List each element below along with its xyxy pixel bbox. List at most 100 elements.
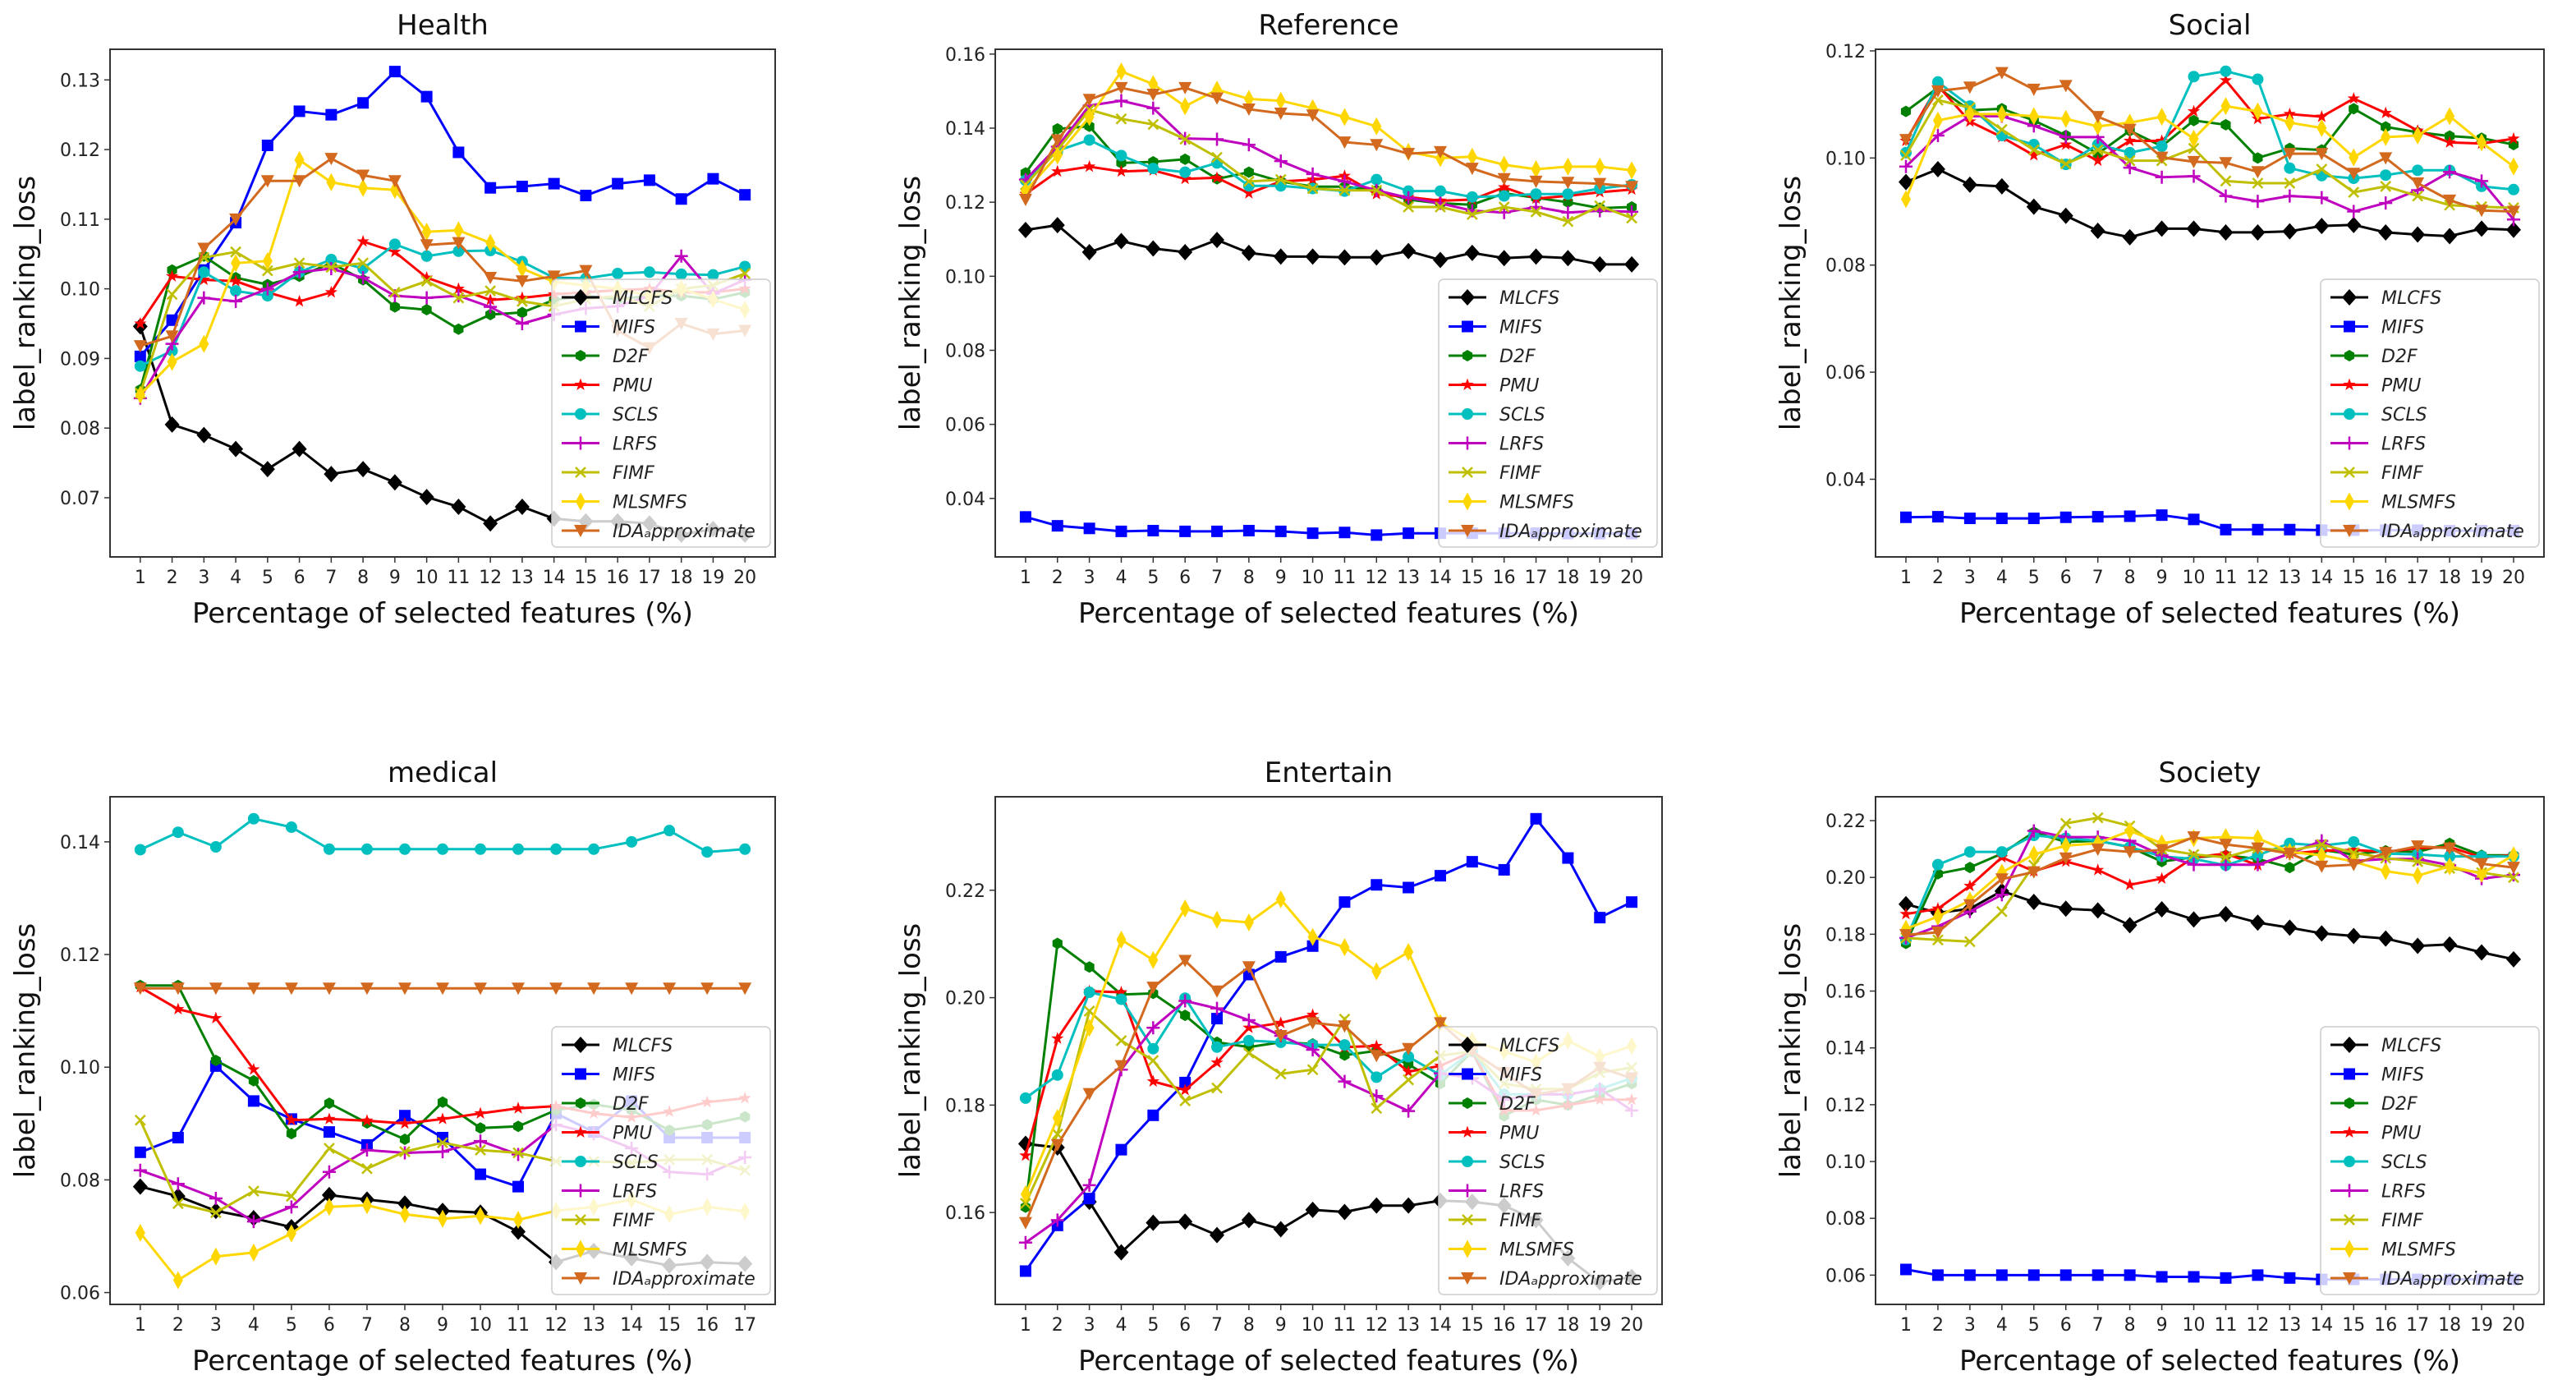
data-point-lrfs: [1561, 205, 1575, 219]
data-point-mlsmfs: [324, 1198, 334, 1217]
legend-marker-scls: [575, 408, 586, 420]
data-point-mifs: [1594, 912, 1606, 924]
legend-marker-fimf: [2344, 1214, 2355, 1226]
chart-panel-social: Social Percentage of selected features (%…: [1775, 9, 2545, 630]
legend-label: SCLS: [2381, 405, 2427, 425]
legend-label: MLSMFS: [1499, 1240, 1574, 1261]
data-point-idaₐpproximate: [512, 982, 526, 996]
x-tick-label: 8: [2124, 1315, 2136, 1336]
x-tick-label: 8: [399, 1315, 411, 1336]
data-point-idaₐpproximate: [1210, 985, 1224, 998]
legend-marker-fimf: [1462, 1214, 1473, 1226]
legend-label: SCLS: [2381, 1152, 2427, 1173]
data-point-mifs: [1115, 525, 1127, 537]
series-scls-health: [134, 238, 751, 372]
x-tick-label: 19: [2470, 568, 2493, 588]
data-point-mlsmfs: [1052, 146, 1063, 165]
data-point-fimf: [1403, 1074, 1415, 1086]
data-point-mlcfs: [1114, 1244, 1129, 1261]
data-point-mlsmfs: [2381, 127, 2391, 146]
data-point-mlcfs: [1337, 1203, 1352, 1221]
data-point-mlcfs: [2026, 198, 2041, 215]
data-point-fimf: [361, 1162, 373, 1175]
data-point-idaₐpproximate: [1931, 85, 1945, 98]
legend-label: LRFS: [1499, 1182, 1544, 1203]
x-tick-label: 12: [1365, 568, 1388, 588]
data-point-lrfs: [420, 291, 434, 305]
data-point-fimf: [325, 261, 337, 274]
data-point-mlcfs: [2218, 905, 2234, 922]
data-point-pmu: [360, 1114, 374, 1126]
data-point-mlsmfs: [1563, 157, 1573, 176]
data-point-fimf: [452, 292, 465, 304]
data-point-pmu: [2187, 104, 2201, 117]
data-point-scls: [437, 843, 448, 855]
data-point-d2f: [475, 1122, 486, 1134]
legend-label: MLCFS: [1499, 1036, 1559, 1056]
data-point-idaₐpproximate: [1370, 1050, 1384, 1063]
data-point-mlcfs: [1624, 255, 1640, 273]
legend-marker-scls: [575, 1156, 586, 1167]
series-idaₐpproximate-social: [1899, 67, 2520, 218]
legend-box: [1438, 1026, 1658, 1295]
data-point-idaₐpproximate: [1018, 194, 1032, 207]
data-point-idaₐpproximate: [165, 330, 179, 343]
data-point-idaₐpproximate: [1146, 982, 1160, 995]
data-point-idaₐpproximate: [587, 982, 601, 996]
data-point-mifs: [452, 146, 465, 159]
data-point-scls: [388, 238, 401, 251]
x-tick-label: 12: [2246, 1315, 2269, 1336]
data-point-idaₐpproximate: [2283, 848, 2297, 861]
legend-marker-scls: [2344, 1156, 2355, 1167]
data-point-mlcfs: [1592, 255, 1608, 273]
data-point-mlcfs: [2154, 900, 2170, 918]
data-point-scls: [172, 826, 184, 839]
data-point-mlsmfs: [1052, 1109, 1063, 1128]
series-idaₐpproximate-reference: [1018, 81, 1639, 207]
data-point-mlcfs: [2250, 914, 2266, 931]
legend-label: MIFS: [613, 318, 655, 338]
x-tick-label: 10: [2183, 568, 2206, 588]
legend-label: MIFS: [1499, 318, 1542, 338]
data-point-fimf: [1498, 201, 1510, 213]
series-pmu-social: [1899, 73, 2520, 167]
data-point-lrfs: [2411, 852, 2425, 866]
data-point-mlsmfs: [231, 254, 241, 273]
y-tick-label: 0.10: [60, 280, 100, 301]
data-point-fimf: [2124, 154, 2136, 167]
x-tick-label: 17: [638, 568, 661, 588]
data-point-idaₐpproximate: [2379, 847, 2393, 860]
data-point-fimf: [484, 285, 497, 297]
data-point-idaₐpproximate: [2347, 858, 2361, 872]
x-tick-label: 5: [2028, 1315, 2040, 1336]
legend-label: FIMF: [2381, 463, 2423, 484]
data-point-scls: [2252, 73, 2264, 85]
data-point-idaₐpproximate: [1114, 81, 1128, 94]
data-point-pmu: [172, 1002, 185, 1015]
legend-label: MIFS: [1499, 1065, 1542, 1086]
x-tick-label: 9: [437, 1315, 448, 1336]
data-point-mlsmfs: [2477, 133, 2487, 152]
data-point-pmu: [1306, 1008, 1320, 1020]
x-tick-label: 6: [294, 568, 305, 588]
data-point-pmu: [1242, 186, 1256, 199]
y-tick-label: 0.11: [60, 210, 100, 231]
data-point-idaₐpproximate: [1561, 177, 1575, 190]
data-point-lrfs: [1338, 1074, 1352, 1088]
data-point-fimf: [1179, 1095, 1192, 1107]
legend-label: SCLS: [1499, 405, 1545, 425]
data-point-mlcfs: [2090, 222, 2105, 239]
y-tick-label: 0.08: [1825, 1209, 1866, 1230]
data-point-mlsmfs: [2028, 107, 2039, 126]
x-tick-label: 10: [469, 1315, 492, 1336]
data-point-mlcfs: [1432, 251, 1448, 269]
data-point-fimf: [1371, 1102, 1383, 1115]
legend-label: MLCFS: [2381, 1036, 2441, 1056]
data-point-idaₐpproximate: [1082, 1088, 1096, 1101]
data-point-scls: [247, 812, 259, 825]
legend-label: IDAₐpproximate: [613, 522, 755, 542]
data-point-idaₐpproximate: [1899, 929, 1912, 942]
data-point-mlsmfs: [421, 223, 432, 241]
data-point-mifs: [1242, 524, 1255, 536]
data-point-idaₐpproximate: [1625, 181, 1639, 194]
